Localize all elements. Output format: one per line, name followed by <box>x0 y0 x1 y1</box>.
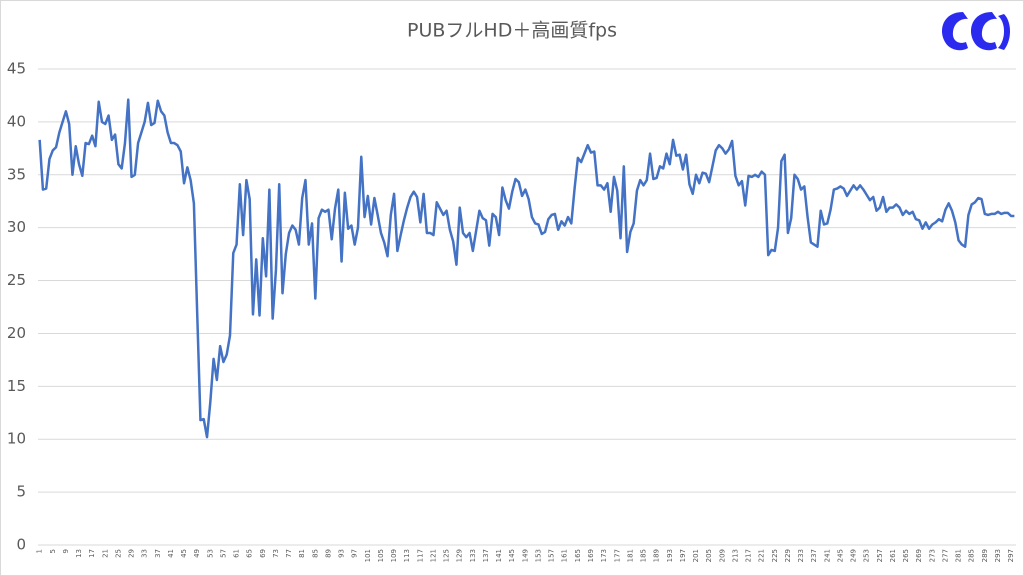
x-tick-label: 93 <box>338 549 346 558</box>
x-tick-label: 13 <box>75 549 83 558</box>
x-tick-label: 265 <box>902 549 910 562</box>
x-tick-label: 57 <box>219 549 227 558</box>
y-tick-label: 20 <box>7 324 26 342</box>
x-tick-label: 233 <box>797 549 805 562</box>
x-tick-label: 185 <box>640 549 648 562</box>
x-tick-label: 269 <box>915 549 923 562</box>
x-tick-label: 197 <box>679 549 687 562</box>
x-tick-label: 61 <box>233 549 241 558</box>
x-tick-label: 209 <box>718 549 726 562</box>
x-tick-label: 289 <box>981 549 989 562</box>
y-tick-label: 15 <box>7 377 26 395</box>
x-tick-label: 157 <box>548 549 556 562</box>
x-tick-label: 177 <box>613 549 621 562</box>
x-tick-label: 273 <box>928 549 936 562</box>
x-tick-label: 189 <box>653 549 661 562</box>
x-tick-label: 25 <box>114 549 122 558</box>
y-tick-label: 25 <box>7 271 26 289</box>
x-tick-label: 9 <box>62 549 70 553</box>
x-tick-label: 165 <box>574 549 582 562</box>
x-tick-label: 253 <box>863 549 871 562</box>
y-tick-label: 30 <box>7 218 26 236</box>
y-tick-label: 40 <box>7 112 26 130</box>
x-tick-label: 293 <box>994 549 1002 562</box>
x-tick-label: 53 <box>206 549 214 558</box>
y-tick-label: 10 <box>7 430 26 448</box>
x-tick-label: 297 <box>1007 549 1015 562</box>
x-tick-label: 205 <box>705 549 713 562</box>
x-tick-label: 81 <box>298 549 306 558</box>
x-tick-label: 137 <box>482 549 490 562</box>
x-tick-label: 141 <box>495 549 503 562</box>
x-tick-label: 225 <box>771 549 779 562</box>
x-tick-label: 121 <box>429 549 437 562</box>
x-tick-label: 33 <box>141 549 149 558</box>
data-line <box>38 98 1015 439</box>
x-tick-label: 49 <box>193 549 201 558</box>
x-tick-label: 37 <box>154 549 162 558</box>
x-tick-label: 261 <box>889 549 897 562</box>
x-tick-label: 89 <box>324 549 332 558</box>
x-tick-label: 181 <box>626 549 634 562</box>
x-tick-label: 153 <box>534 549 542 562</box>
x-tick-label: 17 <box>88 549 96 558</box>
x-tick-label: 173 <box>600 549 608 562</box>
x-tick-label: 101 <box>364 549 372 562</box>
x-tick-label: 133 <box>469 549 477 562</box>
x-tick-label: 29 <box>128 549 136 558</box>
y-tick-label: 5 <box>16 483 26 501</box>
x-tick-label: 149 <box>521 549 529 562</box>
x-tick-label: 161 <box>561 549 569 562</box>
x-tick-label: 237 <box>810 549 818 562</box>
x-tick-label: 97 <box>351 549 359 558</box>
x-tick-label: 249 <box>850 549 858 562</box>
x-tick-label: 241 <box>823 549 831 562</box>
x-tick-label: 221 <box>758 549 766 562</box>
x-tick-label: 105 <box>377 549 385 562</box>
logo <box>942 12 1010 51</box>
x-tick-label: 41 <box>167 549 175 558</box>
x-tick-label: 285 <box>968 549 976 562</box>
x-tick-label: 257 <box>876 549 884 562</box>
x-tick-label: 281 <box>955 549 963 562</box>
x-tick-label: 69 <box>259 549 267 558</box>
x-tick-label: 65 <box>246 549 254 558</box>
x-tick-label: 145 <box>508 549 516 562</box>
x-tick-label: 129 <box>456 549 464 562</box>
x-tick-label: 245 <box>836 549 844 562</box>
x-tick-label: 113 <box>403 549 411 562</box>
chart-title: PUBフルHD＋高画質fps <box>407 20 617 42</box>
x-tick-label: 277 <box>941 549 949 562</box>
x-tick-label: 213 <box>731 549 739 562</box>
x-tick-label: 45 <box>180 549 188 558</box>
y-tick-label: 35 <box>7 165 26 183</box>
x-tick-label: 5 <box>49 549 57 553</box>
x-tick-label: 229 <box>784 549 792 562</box>
x-tick-label: 77 <box>285 549 293 558</box>
x-tick-label: 109 <box>390 549 398 562</box>
x-tick-label: 85 <box>311 549 319 558</box>
x-tick-label: 117 <box>416 549 424 562</box>
y-tick-label: 0 <box>16 536 26 554</box>
x-tick-label: 169 <box>587 549 595 562</box>
x-tick-label: 21 <box>101 549 109 558</box>
x-tick-label: 193 <box>666 549 674 562</box>
x-tick-label: 1 <box>36 549 44 553</box>
x-tick-label: 201 <box>692 549 700 562</box>
x-tick-label: 125 <box>443 549 451 562</box>
x-tick-label: 217 <box>745 549 753 562</box>
y-tick-label: 45 <box>7 60 26 78</box>
x-tick-label: 73 <box>272 549 280 558</box>
